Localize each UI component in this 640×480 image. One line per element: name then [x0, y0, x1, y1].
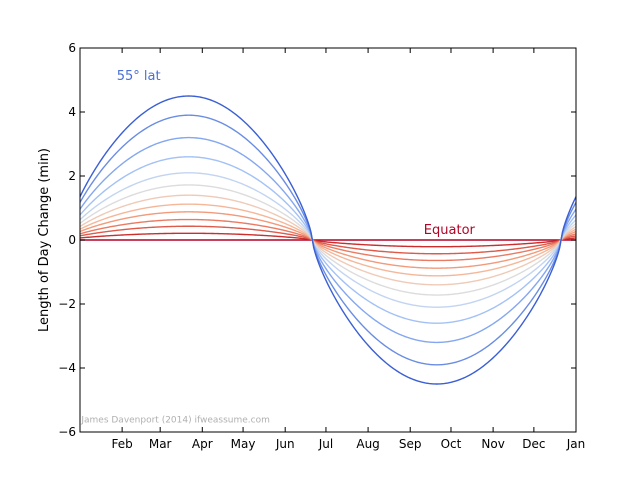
- series-line-12: [79, 95, 577, 385]
- x-tick-label: Dec: [522, 437, 545, 451]
- series-line-2: [79, 225, 577, 255]
- y-tick-label: −2: [58, 297, 76, 311]
- y-axis-label: Length of Day Change (min): [37, 148, 52, 332]
- y-tick-label: −4: [58, 361, 76, 375]
- x-tick-label: May: [231, 437, 256, 451]
- series-line-7: [79, 184, 577, 296]
- annotations: 55° lat Equator James Davenport (2014) ifw…: [80, 69, 475, 425]
- series-line-3: [79, 218, 577, 262]
- y-tick-label: 6: [68, 41, 76, 55]
- x-tick-label: Apr: [192, 437, 213, 451]
- y-tick-label: 4: [68, 105, 76, 119]
- axis-tick-labels: Feb Mar Apr May Jun Jul Aug Sep Oct Nov Dec Jan 6 4 2 0…: [58, 41, 585, 451]
- credit-annotation: James Davenport (2014) ifweassume.com: [80, 415, 270, 425]
- x-tick-label: Jun: [275, 437, 295, 451]
- y-tick-label: 2: [68, 169, 76, 183]
- axis-ticks: [80, 47, 577, 433]
- series-line-10: [79, 136, 577, 344]
- series-line-11: [79, 114, 577, 366]
- x-tick-label: Aug: [356, 437, 379, 451]
- series-lines: [79, 95, 577, 385]
- series-line-1: [79, 232, 577, 248]
- series-line-4: [79, 211, 577, 269]
- x-tick-label: Feb: [112, 437, 133, 451]
- y-tick-label: −6: [58, 425, 76, 439]
- series-line-8: [79, 172, 577, 308]
- x-tick-label: Jan: [566, 437, 586, 451]
- x-tick-label: Mar: [149, 437, 172, 451]
- x-tick-label: Sep: [399, 437, 422, 451]
- x-tick-label: Oct: [441, 437, 462, 451]
- latitude-annotation: 55° lat: [117, 69, 161, 84]
- y-tick-label: 0: [68, 233, 76, 247]
- equator-annotation: Equator: [424, 223, 476, 238]
- x-tick-label: Nov: [481, 437, 504, 451]
- x-tick-label: Jul: [318, 437, 333, 451]
- series-line-5: [79, 203, 577, 277]
- series-line-6: [79, 194, 577, 286]
- series-line-9: [79, 156, 577, 324]
